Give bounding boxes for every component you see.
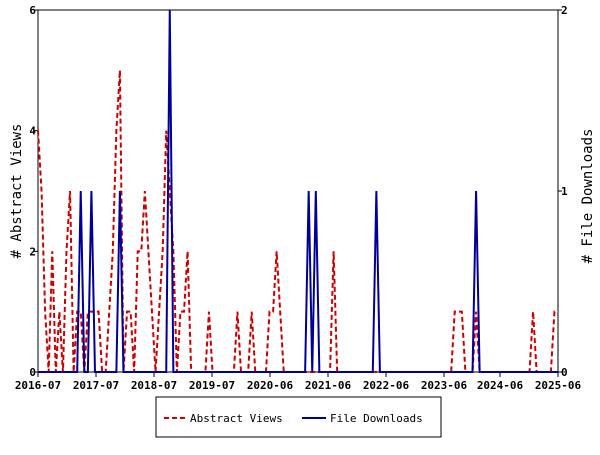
legend-label-file-downloads: File Downloads [330,412,423,425]
x-tick-label: 2025-06 [535,379,582,392]
right-axis-title: # File Downloads [580,129,596,264]
series-line-file-downloads [38,9,558,373]
x-tick-label: 2017-07 [73,379,119,392]
series-layer [37,9,558,373]
plot-area [37,9,559,373]
x-axis-ticks: 2016-07 2017-07 2018-07 2019-07 2020-06 2021-… [15,372,582,392]
right-y-tick-label: 1 [561,185,568,198]
right-y-axis-ticks: 0 1 2 [558,4,568,379]
x-tick-label: 2016-07 [15,379,61,392]
legend-label-abstract-views: Abstract Views [190,412,283,425]
x-tick-label: 2024-06 [477,379,524,392]
legend-box [155,396,442,438]
left-y-axis-ticks: 0 2 4 6 [29,4,38,379]
x-tick-label: 2018-07 [131,379,177,392]
legend: Abstract Views File Downloads [155,396,442,438]
right-y-tick-label: 0 [561,366,568,379]
x-tick-label: 2023-06 [421,379,468,392]
left-y-tick-label: 2 [29,245,36,258]
x-tick-label: 2021-06 [305,379,352,392]
left-y-tick-label: 4 [29,125,36,138]
right-y-tick-label: 2 [561,4,568,17]
left-y-tick-label: 6 [29,4,36,17]
x-tick-label: 2022-06 [363,379,410,392]
left-axis-title: # Abstract Views [9,124,25,259]
left-y-tick-label: 0 [29,366,36,379]
x-tick-label: 2020-06 [247,379,294,392]
x-tick-label: 2019-07 [189,379,235,392]
